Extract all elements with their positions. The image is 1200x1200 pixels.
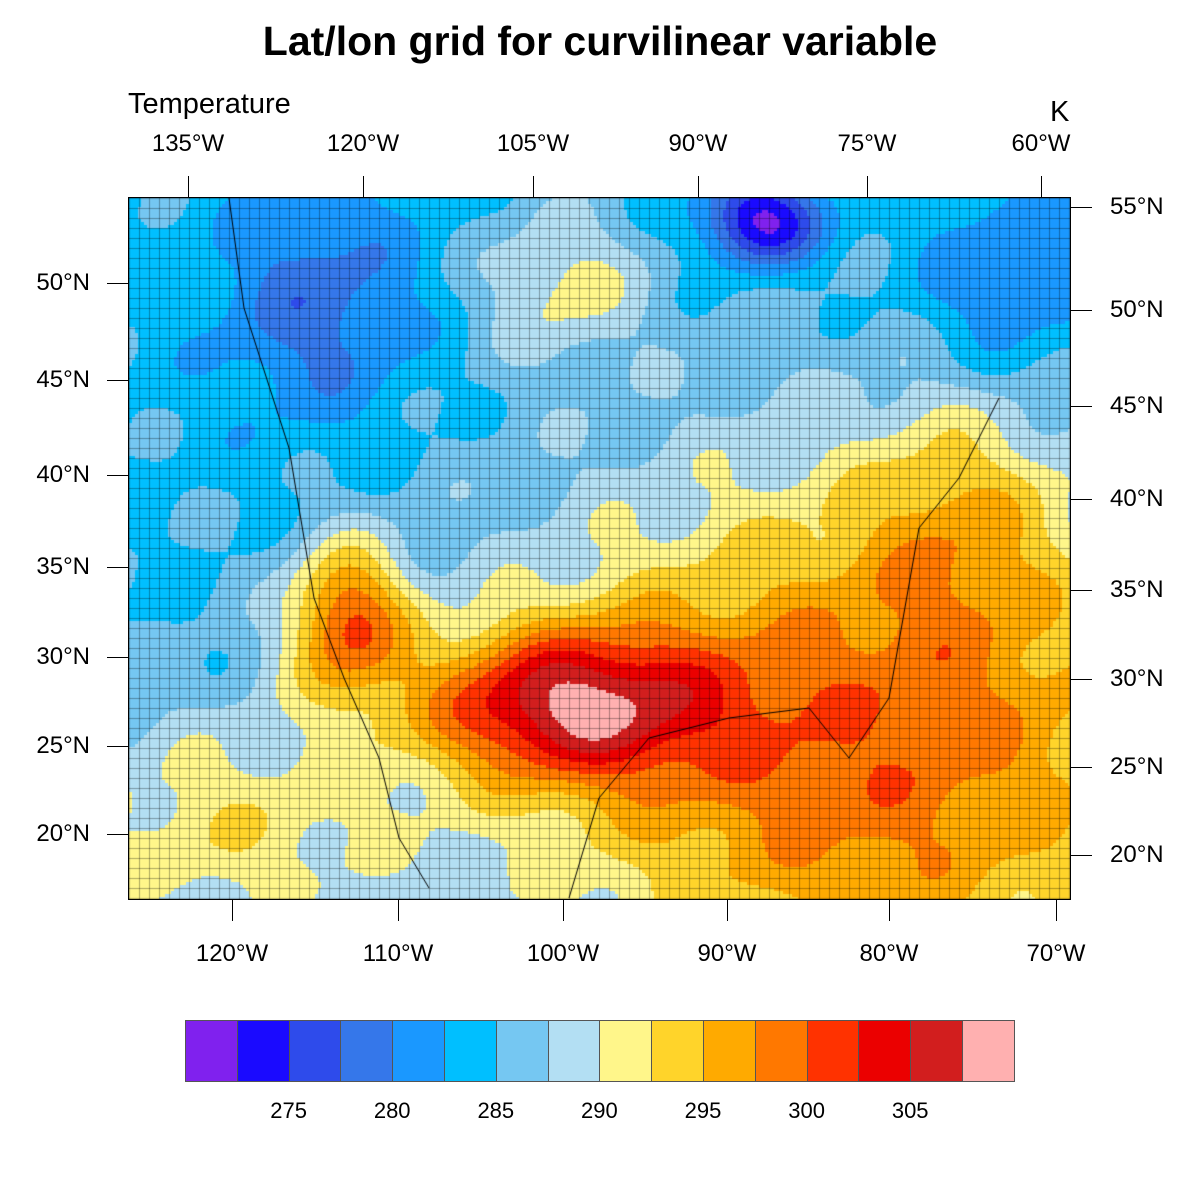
right-tick-label: 25°N — [1110, 753, 1164, 780]
right-tick-label: 40°N — [1110, 485, 1164, 512]
left-tick — [107, 475, 128, 476]
colorbar-label: 275 — [270, 1098, 307, 1123]
bottom-tick — [232, 900, 233, 921]
left-tick-label: 30°N — [36, 643, 90, 670]
colorbar-box — [599, 1020, 653, 1082]
top-tick-label: 75°W — [837, 130, 897, 157]
bottom-tick-label: 90°W — [697, 940, 757, 967]
bottom-tick-label: 120°W — [195, 940, 269, 967]
colorbar-box — [185, 1020, 238, 1082]
top-tick — [363, 176, 364, 197]
bottom-tick — [563, 900, 564, 921]
colorbar-box — [444, 1020, 497, 1082]
bottom-tick-label: 100°W — [526, 940, 600, 967]
right-tick-label: 35°N — [1110, 576, 1164, 603]
right-tick-label: 45°N — [1110, 392, 1164, 419]
right-tick — [1071, 310, 1092, 311]
top-tick — [867, 176, 868, 197]
colorbar-box — [547, 1020, 601, 1082]
left-tick — [107, 746, 128, 747]
left-tick — [107, 834, 128, 835]
right-tick — [1071, 406, 1092, 407]
colorbar-label: 280 — [373, 1098, 411, 1123]
left-tick-label: 20°N — [36, 820, 90, 847]
colorbar-label: 290 — [581, 1098, 618, 1123]
colorbar-label: 285 — [477, 1098, 515, 1123]
right-tick — [1071, 767, 1092, 768]
left-tick — [107, 567, 128, 568]
left-tick-label: 35°N — [36, 553, 90, 580]
top-tick — [698, 176, 699, 197]
right-tick — [1071, 499, 1092, 500]
top-tick-label: 135°W — [151, 130, 225, 157]
colorbar-box — [495, 1020, 549, 1082]
bottom-tick-label: 110°W — [362, 940, 434, 967]
top-tick-label: 120°W — [326, 130, 400, 157]
top-tick — [188, 176, 189, 197]
left-tick-label: 50°N — [36, 269, 90, 296]
chart-title: Lat/lon grid for curvilinear variable — [262, 18, 938, 64]
colorbar-box — [340, 1020, 394, 1082]
map-plot-area — [128, 197, 1071, 900]
bottom-tick — [889, 900, 890, 921]
right-tick-label: 55°N — [1110, 193, 1164, 220]
bottom-tick — [1056, 900, 1057, 921]
bottom-tick — [398, 900, 399, 921]
right-tick — [1071, 679, 1092, 680]
colorbar-box — [651, 1020, 704, 1082]
bottom-tick-label: 80°W — [859, 940, 919, 967]
colorbar-label: 305 — [891, 1098, 929, 1123]
bottom-tick-label: 70°W — [1026, 940, 1086, 967]
colorbar-box — [858, 1020, 912, 1082]
top-tick-label: 105°W — [496, 130, 570, 157]
right-tick — [1071, 207, 1092, 208]
top-tick-label: 60°W — [1011, 130, 1071, 157]
right-tick-label: 30°N — [1110, 665, 1164, 692]
right-tick — [1071, 855, 1092, 856]
left-tick — [107, 283, 128, 284]
colorbar-box — [392, 1020, 445, 1082]
colorbar-box — [806, 1020, 860, 1082]
right-tick — [1071, 590, 1092, 591]
colorbar-box — [962, 1020, 1015, 1082]
top-tick — [533, 176, 534, 197]
bottom-tick — [727, 900, 728, 921]
temperature-field — [129, 198, 1070, 899]
colorbar-box — [236, 1020, 290, 1082]
colorbar-label: 295 — [684, 1098, 722, 1123]
right-tick-label: 50°N — [1110, 296, 1164, 323]
colorbar-box — [754, 1020, 808, 1082]
left-tick — [107, 657, 128, 658]
top-tick-label: 90°W — [668, 130, 728, 157]
colorbar-label: 300 — [788, 1098, 825, 1123]
left-tick-label: 25°N — [36, 732, 90, 759]
left-tick-label: 45°N — [36, 366, 90, 393]
variable-label: Temperature — [128, 88, 291, 120]
colorbar-box — [288, 1020, 342, 1082]
colorbar-box — [703, 1020, 756, 1082]
left-tick-label: 40°N — [36, 461, 90, 488]
units-label: K — [1050, 96, 1070, 128]
right-tick-label: 20°N — [1110, 841, 1164, 868]
colorbar-box — [910, 1020, 963, 1082]
top-tick — [1041, 176, 1042, 197]
left-tick — [107, 380, 128, 381]
